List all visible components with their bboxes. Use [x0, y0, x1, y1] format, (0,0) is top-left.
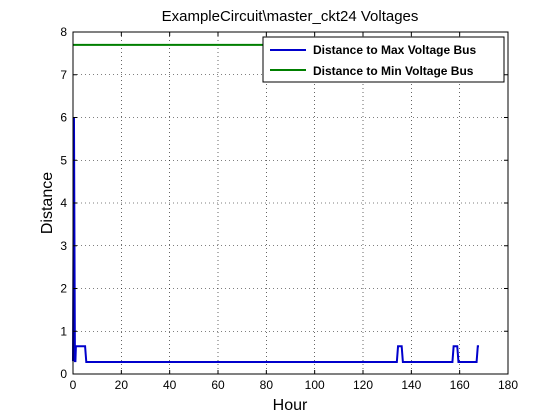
x-tick-label: 80: [260, 378, 274, 392]
x-tick-label: 180: [498, 378, 518, 392]
y-tick-label: 5: [60, 153, 67, 167]
y-tick-label: 6: [60, 111, 67, 125]
legend-box: [262, 36, 505, 83]
y-tick-label: 3: [60, 239, 67, 253]
grid-lines: [73, 32, 508, 374]
x-axis-title: Hour: [273, 397, 308, 414]
x-tick-label: 120: [353, 378, 373, 392]
plot-area: [73, 32, 508, 374]
y-tick-label: 4: [60, 196, 67, 210]
y-tick-label: 2: [60, 282, 67, 296]
legend-label-max-voltage: Distance to Max Voltage Bus: [313, 43, 476, 57]
y-tick-label: 8: [60, 25, 67, 39]
series-line-0: [72, 117, 479, 364]
x-tick-label: 40: [163, 378, 177, 392]
x-tick-label: 100: [305, 378, 325, 392]
y-axis-title: Distance: [39, 172, 56, 234]
axis-ticks: 0 20 40 60 80 100 120 140 160 180 0 1 2 3 4 5 6 7 8: [60, 25, 518, 392]
x-tick-label: 60: [211, 378, 225, 392]
x-tick-label: 160: [450, 378, 470, 392]
x-tick-label: 20: [115, 378, 129, 392]
y-tick-label: 1: [60, 324, 67, 338]
x-tick-label: 140: [401, 378, 421, 392]
chart-title: ExampleCircuit\master_ckt24 Voltages: [162, 8, 419, 25]
legend-label-min-voltage: Distance to Min Voltage Bus: [313, 64, 474, 78]
legend: Distance to Max Voltage Bus Distance to …: [262, 36, 505, 83]
y-tick-label: 0: [60, 367, 67, 381]
y-tick-label: 7: [60, 68, 67, 82]
x-tick-label: 0: [70, 378, 77, 392]
